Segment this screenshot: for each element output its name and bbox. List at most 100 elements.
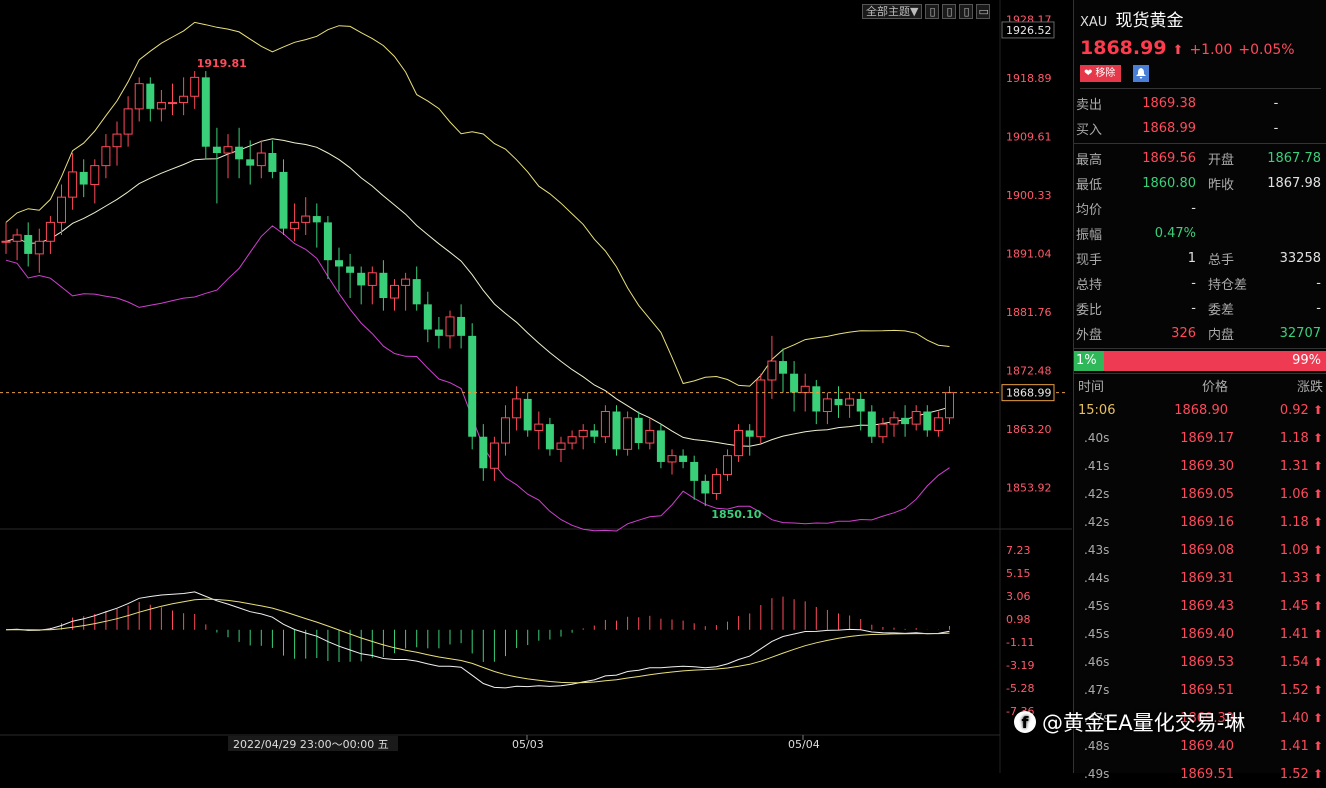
candle-body bbox=[379, 272, 388, 299]
candle bbox=[723, 449, 732, 481]
candle-body bbox=[45, 221, 55, 242]
total-vol-label: 总手 bbox=[1208, 253, 1235, 268]
tick-change: 1.54 ⬆ bbox=[1279, 654, 1323, 670]
candle bbox=[390, 279, 399, 311]
candle-body bbox=[923, 411, 932, 431]
up-arrow-icon: ⬆ bbox=[1312, 514, 1323, 529]
up-arrow-icon: ⬆ bbox=[1312, 738, 1323, 753]
current-price-label: 1868.99 bbox=[1001, 384, 1055, 402]
up-arrow-icon: ⬆ bbox=[1312, 458, 1323, 473]
candle bbox=[379, 260, 388, 311]
macd-tick-label: -3.19 bbox=[1006, 659, 1034, 672]
candle-body bbox=[556, 442, 566, 450]
macd-tick-label: -5.28 bbox=[1006, 682, 1034, 695]
outer-label: 外盘 bbox=[1076, 328, 1103, 343]
candle-body bbox=[79, 171, 88, 185]
candle-body bbox=[146, 83, 155, 109]
candle-body bbox=[12, 234, 22, 242]
candle bbox=[779, 348, 787, 393]
candle-body bbox=[845, 398, 855, 406]
tick-change: 0.92 ⬆ bbox=[1279, 402, 1323, 418]
up-arrow-icon: ⬆ bbox=[1312, 766, 1323, 781]
amplitude-value: 0.47% bbox=[1154, 226, 1196, 241]
macd-dea-line bbox=[5, 598, 950, 684]
candle bbox=[168, 83, 177, 116]
candle bbox=[856, 392, 865, 431]
candle-body bbox=[779, 361, 787, 374]
candle bbox=[679, 449, 688, 469]
price-tick-label: 1863.20 bbox=[1006, 423, 1052, 436]
date-label-0504: 05/04 bbox=[788, 738, 820, 751]
candle-body bbox=[679, 455, 688, 462]
layout-1-icon[interactable]: ▯ bbox=[925, 4, 940, 19]
tick-row: .48s 1869.40 1.41 ⬆ bbox=[1074, 732, 1326, 760]
layout-3-icon[interactable]: ▯ bbox=[959, 4, 974, 19]
order-diff-label: 委差 bbox=[1208, 303, 1235, 318]
up-arrow-icon: ⬆ bbox=[1312, 654, 1323, 669]
candle-body bbox=[701, 480, 710, 494]
tick-price: 1869.53 bbox=[1180, 654, 1234, 670]
candle bbox=[501, 405, 510, 456]
layout-4-icon[interactable]: ▭ bbox=[976, 4, 991, 19]
tick-price: 1869.17 bbox=[1180, 430, 1234, 446]
tick-price: 1869.31 bbox=[1180, 570, 1234, 586]
candle bbox=[578, 424, 588, 450]
candle-body bbox=[933, 417, 943, 431]
candle-body bbox=[246, 159, 255, 166]
candle-body bbox=[690, 461, 699, 481]
tick-row: .43s 1869.08 1.09 ⬆ bbox=[1074, 536, 1326, 564]
candle bbox=[357, 266, 366, 305]
tick-time: .46s bbox=[1084, 655, 1110, 669]
up-arrow-icon: ⬆ bbox=[1312, 598, 1323, 613]
candle-body bbox=[534, 423, 544, 431]
up-arrow-icon: ⬆ bbox=[1312, 486, 1323, 501]
candle bbox=[335, 247, 343, 292]
bollinger-lower bbox=[5, 225, 950, 532]
candle-body bbox=[212, 146, 221, 154]
candle bbox=[201, 71, 210, 160]
candlestick-chart[interactable]: 1919.811850.101928.171918.891909.611900.… bbox=[0, 0, 1072, 773]
candle bbox=[190, 71, 200, 109]
tick-time: .44s bbox=[1084, 571, 1110, 585]
tick-price: 1869.43 bbox=[1180, 598, 1234, 614]
watermark: f @黄金EA量化交易-琳 bbox=[1014, 707, 1245, 737]
symbol-code: XAU bbox=[1080, 15, 1108, 30]
chart-toolbar: 全部主题▼ ▯ ▯ ▯ ▭ bbox=[862, 4, 991, 19]
candle bbox=[822, 392, 832, 425]
theme-dropdown[interactable]: 全部主题▼ bbox=[862, 4, 923, 19]
now-vol-value: 1 bbox=[1187, 251, 1196, 266]
candle bbox=[457, 304, 466, 349]
candle bbox=[235, 127, 244, 179]
candle-body bbox=[57, 196, 66, 223]
up-arrow-icon: ⬆ bbox=[1312, 402, 1323, 417]
candle-body bbox=[279, 171, 288, 229]
tick-row: .44s 1869.31 1.33 ⬆ bbox=[1074, 564, 1326, 592]
candle bbox=[1, 222, 11, 254]
candle-body bbox=[268, 153, 277, 172]
candle bbox=[34, 228, 44, 273]
sell-volume: - bbox=[1273, 96, 1279, 111]
candle-body bbox=[623, 417, 633, 450]
layout-2-icon[interactable]: ▯ bbox=[942, 4, 957, 19]
tick-price: 1869.40 bbox=[1180, 626, 1234, 642]
tick-time: 15:06 bbox=[1078, 402, 1116, 418]
candle bbox=[623, 411, 633, 456]
tick-change: 1.41 ⬆ bbox=[1279, 626, 1323, 642]
candle bbox=[911, 405, 921, 431]
current-price-label-box bbox=[1001, 384, 1055, 402]
tick-time-header: 时间 bbox=[1078, 379, 1105, 395]
candle bbox=[756, 373, 766, 444]
tick-time: .45s bbox=[1084, 627, 1110, 641]
tick-time: .42s bbox=[1084, 487, 1110, 501]
remove-watchlist-button[interactable]: ❤ 移除 bbox=[1080, 65, 1122, 82]
tick-list[interactable]: 15:06 1868.90 0.92 ⬆ .40s 1869.17 1.18 ⬆ .41s 1… bbox=[1074, 396, 1326, 788]
hold-diff-value: - bbox=[1316, 276, 1321, 291]
candle-body bbox=[401, 278, 411, 286]
candle bbox=[123, 96, 133, 147]
macd-dif-line bbox=[5, 591, 950, 689]
candle bbox=[57, 184, 66, 235]
candle bbox=[101, 134, 111, 179]
candle bbox=[68, 153, 78, 210]
candle-body bbox=[489, 442, 499, 469]
alert-bell-button[interactable] bbox=[1133, 65, 1150, 82]
